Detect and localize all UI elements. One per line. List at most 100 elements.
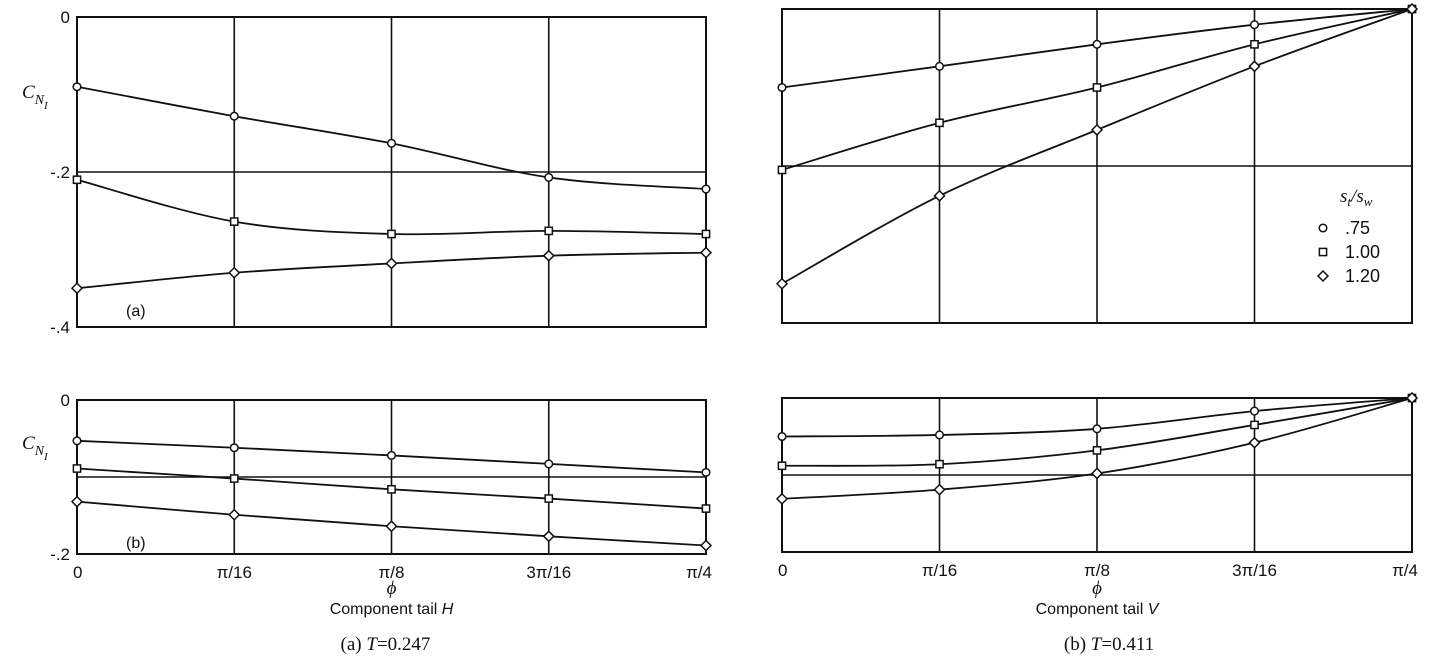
figure-caption: (a) T=0.247 xyxy=(341,634,431,655)
data-point-circle xyxy=(386,138,397,148)
y-axis-label: CNI xyxy=(22,82,49,112)
legend-title-sub2: w xyxy=(1364,194,1373,209)
x-axis-label: ϕ xyxy=(387,578,397,599)
x-tick-label: π/4 xyxy=(686,563,712,582)
data-point-square xyxy=(229,217,239,226)
x-tick-label: π/16 xyxy=(922,561,957,580)
data-point-diamond xyxy=(385,520,398,533)
legend-marker-circle xyxy=(1318,223,1328,233)
data-point-square xyxy=(72,175,82,185)
data-point-diamond xyxy=(542,249,555,262)
data-point-circle xyxy=(934,430,945,440)
figure-caption-var: T xyxy=(1091,634,1103,655)
legend-entry-label: 1.20 xyxy=(1345,266,1380,286)
chart-panel-top-right: st/sw.751.001.20 xyxy=(775,2,1419,324)
data-point-circle xyxy=(72,436,82,446)
data-point-diamond xyxy=(933,189,946,202)
x-axis-label: ϕ xyxy=(1092,578,1102,599)
x-tick-label: π/16 xyxy=(217,563,252,582)
data-point-circle xyxy=(777,431,787,442)
data-point-diamond xyxy=(228,266,241,279)
legend-title-slash: / xyxy=(1350,186,1358,207)
data-point-diamond xyxy=(1090,467,1104,480)
panel-annotation: (b) xyxy=(126,535,146,552)
legend-marker-diamond xyxy=(1316,269,1330,283)
legend-title-sub1: t xyxy=(1347,194,1351,209)
data-point-diamond xyxy=(699,539,713,552)
data-point-circle xyxy=(701,184,711,194)
y-tick-label: -.2 xyxy=(50,545,70,564)
data-point-square xyxy=(777,461,787,471)
data-point-diamond xyxy=(699,246,713,259)
x-axis-subtitle-text: Component tail xyxy=(330,601,442,618)
x-axis-subtitle-var: H xyxy=(442,601,454,618)
x-tick-label: π/8 xyxy=(379,563,405,582)
figure-caption-value: =0.411 xyxy=(1101,634,1154,655)
data-point-circle xyxy=(229,111,239,121)
data-point-circle xyxy=(386,450,397,460)
data-point-square xyxy=(1092,83,1102,92)
data-point-square xyxy=(544,226,554,236)
figure-caption-prefix: (b) xyxy=(1064,634,1091,655)
figure-caption-prefix: (a) xyxy=(341,634,367,655)
y-tick-label: -.2 xyxy=(50,163,70,182)
plot-frame xyxy=(76,399,707,555)
data-point-circle xyxy=(544,459,554,469)
data-point-square xyxy=(777,165,787,175)
data-point-diamond xyxy=(385,257,398,270)
data-point-diamond xyxy=(70,282,84,295)
data-point-diamond xyxy=(228,508,241,521)
data-point-square xyxy=(387,484,396,494)
x-axis-subtitle-var: V xyxy=(1148,601,1160,618)
y-tick-label: -.4 xyxy=(50,318,70,337)
data-point-circle xyxy=(777,82,787,93)
figure-caption-value: =0.247 xyxy=(377,634,430,655)
panel-annotation: (a) xyxy=(126,303,146,320)
data-point-circle xyxy=(544,172,554,182)
data-point-square xyxy=(229,474,239,483)
y-axis-label-sub: N xyxy=(34,93,45,108)
data-point-square xyxy=(701,504,711,513)
x-axis-subtitle: Component tail H xyxy=(330,601,454,618)
y-axis-label-main: C xyxy=(22,82,35,103)
figure-caption: (b) T=0.411 xyxy=(1064,634,1154,655)
chart-panel-bottom-right: 0 π/16 π/8 3π/16 π/4 ϕ Component tail V (b) T=0… xyxy=(775,391,1419,655)
data-point-circle xyxy=(1249,20,1260,30)
data-point-square xyxy=(544,494,554,503)
data-point-square xyxy=(1092,446,1102,455)
x-tick-label: 0 xyxy=(73,563,82,582)
plot-frame xyxy=(76,16,707,328)
chart-panel-top-left: 0 -.2 -.4 CNI (a) xyxy=(22,8,713,337)
x-axis-subtitle-text: Component tail xyxy=(1036,601,1148,618)
y-axis-label-subsub: I xyxy=(43,451,49,463)
figure-caption-var: T xyxy=(366,634,378,655)
data-point-diamond xyxy=(70,495,84,508)
data-point-diamond xyxy=(775,492,789,505)
data-point-circle xyxy=(1092,424,1102,434)
x-tick-label: π/4 xyxy=(1392,561,1418,580)
x-tick-label: 3π/16 xyxy=(1232,561,1277,580)
x-tick-label: 0 xyxy=(778,561,787,580)
data-point-circle xyxy=(701,467,711,477)
data-point-circle xyxy=(229,443,239,453)
legend-marker-square xyxy=(1318,247,1328,257)
x-axis-subtitle: Component tail V xyxy=(1036,601,1160,618)
y-tick-label: 0 xyxy=(61,8,70,27)
y-axis-label-subsub: I xyxy=(43,100,49,112)
data-point-diamond xyxy=(1090,123,1104,136)
data-point-diamond xyxy=(1248,60,1261,73)
legend-title-s2: s xyxy=(1356,186,1363,207)
data-point-square xyxy=(935,118,944,128)
data-point-circle xyxy=(934,61,945,71)
x-tick-label: 3π/16 xyxy=(526,563,571,582)
data-point-square xyxy=(387,229,396,239)
plot-frame xyxy=(781,397,1413,553)
data-point-square xyxy=(1250,420,1259,430)
data-point-circle xyxy=(1092,39,1102,49)
x-tick-label: π/8 xyxy=(1084,561,1110,580)
legend: st/sw.751.001.20 xyxy=(1316,186,1380,286)
data-point-circle xyxy=(72,82,82,92)
data-point-circle xyxy=(1249,406,1260,416)
